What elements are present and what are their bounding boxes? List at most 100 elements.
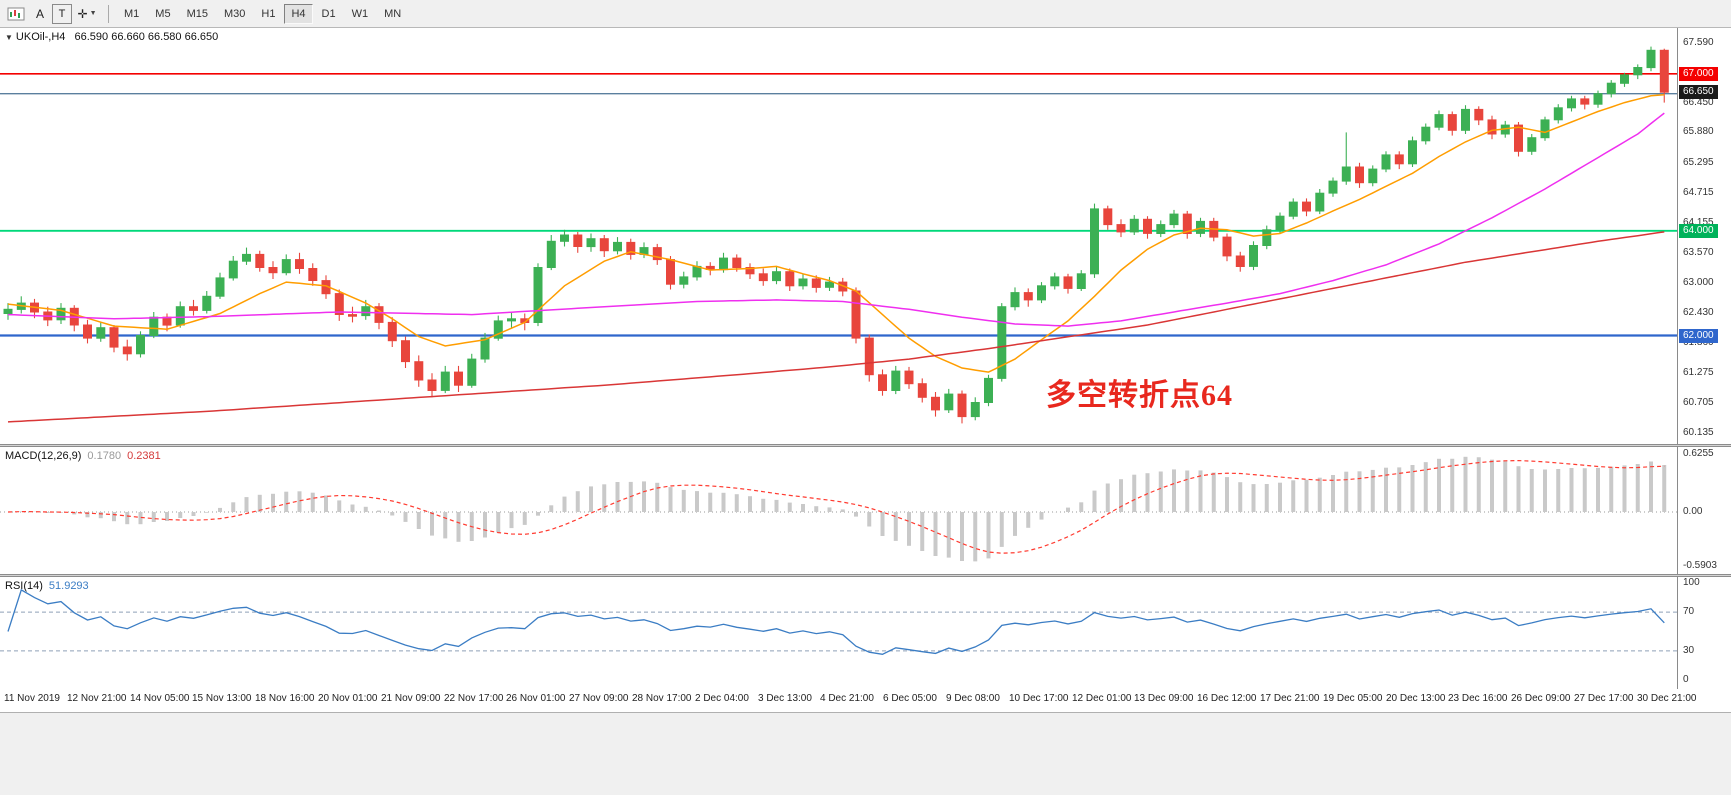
mini-candles-icon <box>7 7 25 20</box>
price-tag-62.000: 62.000 <box>1679 329 1718 343</box>
rsi-chart <box>0 588 1677 655</box>
panel-separator[interactable] <box>0 444 1731 447</box>
text-tool-button[interactable]: A <box>30 4 50 24</box>
macd-axis-label: 0.00 <box>1683 506 1703 517</box>
price-axis-label: 66.450 <box>1683 97 1714 108</box>
price-tag-64.000: 64.000 <box>1679 224 1718 238</box>
main-price-panel[interactable]: ▼ UKOil-,H4 66.590 66.660 66.580 66.650 多… <box>0 28 1731 444</box>
macd-signal-line <box>7 459 1665 554</box>
window-background <box>0 712 1731 795</box>
ma-medium-line <box>7 112 1665 327</box>
collapse-arrow-icon[interactable]: ▼ <box>5 33 13 42</box>
time-axis-label: 2 Dec 04:00 <box>695 693 749 704</box>
rsi-line <box>7 588 1665 655</box>
rsi-axis-label: 30 <box>1683 645 1695 656</box>
price-axis-label: 64.155 <box>1683 217 1714 228</box>
rsi-axis-label: 0 <box>1683 674 1689 685</box>
time-axis-label: 20 Dec 13:00 <box>1386 693 1446 704</box>
macd-signal-value: 0.2381 <box>127 450 161 462</box>
time-axis-label: 12 Nov 21:00 <box>67 693 127 704</box>
price-axis-label: 65.880 <box>1683 126 1714 137</box>
rsi-label: RSI(14) 51.9293 <box>5 580 89 592</box>
macd-axis-label: 0.6255 <box>1683 448 1714 459</box>
ohlc-values: 66.590 66.660 66.580 66.650 <box>74 31 219 43</box>
crosshair-icon: ✛ <box>77 6 88 21</box>
timeframe-button-m30[interactable]: M30 <box>217 4 252 24</box>
rsi-name: RSI(14) <box>5 580 43 592</box>
time-axis-label: 10 Dec 17:00 <box>1009 693 1069 704</box>
macd-main-value: 0.1780 <box>87 450 122 462</box>
time-axis-label: 9 Dec 08:00 <box>946 693 1000 704</box>
time-axis-label: 12 Dec 01:00 <box>1072 693 1132 704</box>
time-axis-label: 4 Dec 21:00 <box>820 693 874 704</box>
timeframe-button-m15[interactable]: M15 <box>180 4 215 24</box>
panel-separator[interactable] <box>0 574 1731 577</box>
ma-fast-line <box>7 94 1665 373</box>
time-axis-label: 20 Nov 01:00 <box>318 693 378 704</box>
chart-area: ▼ UKOil-,H4 66.590 66.660 66.580 66.650 多… <box>0 28 1731 712</box>
time-axis-label: 26 Dec 09:00 <box>1511 693 1571 704</box>
timeframe-button-mn[interactable]: MN <box>377 4 408 24</box>
price-tag-66.650: 66.650 <box>1679 85 1718 99</box>
time-axis-label: 28 Nov 17:00 <box>632 693 692 704</box>
timeframe-button-m1[interactable]: M1 <box>117 4 146 24</box>
crosshair-tool-button[interactable]: ✛ ▼ <box>74 3 100 25</box>
macd-panel[interactable]: MACD(12,26,9) 0.1780 0.2381 0.6255 0.00 -0.5… <box>0 447 1731 574</box>
toolbar-separator <box>108 4 109 23</box>
time-axis-label: 6 Dec 05:00 <box>883 693 937 704</box>
time-axis-label: 16 Dec 12:00 <box>1197 693 1257 704</box>
rsi-axis-label: 100 <box>1683 577 1700 588</box>
candlestick-chart <box>0 46 1677 424</box>
time-axis-label: 17 Dec 21:00 <box>1260 693 1320 704</box>
symbol-period-label: UKOil-,H4 <box>15 31 66 43</box>
chart-title: ▼ UKOil-,H4 66.590 66.660 66.580 66.650 <box>5 31 218 43</box>
price-axis-label: 60.135 <box>1683 427 1714 438</box>
time-axis-label: 27 Dec 17:00 <box>1574 693 1634 704</box>
rsi-value: 51.9293 <box>48 580 89 592</box>
rsi-axis-label: 70 <box>1683 606 1695 617</box>
macd-name: MACD(12,26,9) <box>5 450 82 462</box>
time-axis-label: 30 Dec 21:00 <box>1637 693 1697 704</box>
time-axis-label: 18 Nov 16:00 <box>255 693 315 704</box>
timeframe-button-m5[interactable]: M5 <box>148 4 177 24</box>
price-axis-label: 67.590 <box>1683 37 1714 48</box>
price-axis-label: 60.705 <box>1683 397 1714 408</box>
price-axis-label: 63.000 <box>1683 277 1714 288</box>
rsi-panel[interactable]: RSI(14) 51.9293 100 70 30 0 <box>0 577 1731 689</box>
chart-window-icon[interactable] <box>5 5 27 23</box>
price-axis-label: 64.715 <box>1683 187 1714 198</box>
time-axis-label: 13 Dec 09:00 <box>1134 693 1194 704</box>
macd-axis-label: -0.5903 <box>1683 560 1717 571</box>
time-axis-label: 14 Nov 05:00 <box>130 693 190 704</box>
time-axis-label: 3 Dec 13:00 <box>758 693 812 704</box>
chart-annotation: 多空转折点64 <box>1046 379 1233 412</box>
price-axis-label: 62.430 <box>1683 307 1714 318</box>
timeframe-button-w1[interactable]: W1 <box>345 4 376 24</box>
time-axis-label: 22 Nov 17:00 <box>444 693 504 704</box>
time-axis[interactable]: 11 Nov 2019 12 Nov 21:00 14 Nov 05:00 15 No… <box>0 689 1731 712</box>
rsi-axis-border <box>1677 577 1678 689</box>
time-axis-label: 21 Nov 09:00 <box>381 693 441 704</box>
time-axis-label: 19 Dec 05:00 <box>1323 693 1383 704</box>
price-axis-label: 61.275 <box>1683 367 1714 378</box>
macd-axis-border <box>1677 447 1678 574</box>
timeframe-button-h1[interactable]: H1 <box>254 4 282 24</box>
timeframe-button-h4[interactable]: H4 <box>284 3 313 24</box>
time-axis-label: 23 Dec 16:00 <box>1448 693 1508 704</box>
time-axis-label: 15 Nov 13:00 <box>192 693 252 704</box>
price-tag-67.000: 67.000 <box>1679 67 1718 81</box>
timeframe-button-group: M1 M5 M15 M30 H1 H4 D1 W1 MN <box>116 3 409 24</box>
time-axis-label: 27 Nov 09:00 <box>569 693 629 704</box>
text-label-tool-button[interactable]: T <box>52 3 72 24</box>
price-axis-label: 63.570 <box>1683 247 1714 258</box>
ma-slow-line <box>7 231 1665 423</box>
time-axis-label: 26 Nov 01:00 <box>506 693 566 704</box>
timeframe-button-d1[interactable]: D1 <box>315 4 343 24</box>
macd-label: MACD(12,26,9) 0.1780 0.2381 <box>5 450 161 462</box>
price-axis-label: 65.295 <box>1683 157 1714 168</box>
toolbar: A T ✛ ▼ M1 M5 M15 M30 H1 H4 D1 W1 MN <box>0 0 1731 28</box>
price-axis-border <box>1677 28 1678 444</box>
chevron-down-icon: ▼ <box>89 10 97 17</box>
time-axis-label: 11 Nov 2019 <box>4 693 60 704</box>
macd-chart <box>0 456 1677 562</box>
